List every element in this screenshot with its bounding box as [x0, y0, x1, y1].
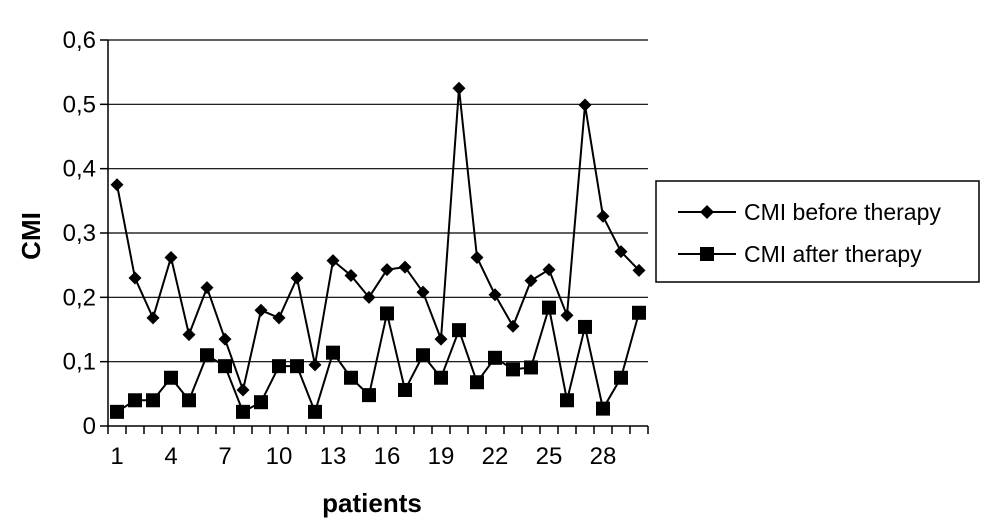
x-tick-label: 16 — [374, 443, 401, 470]
legend-entry-after: CMI after therapy — [678, 241, 922, 267]
data-point-before-therapy — [452, 81, 466, 95]
y-tick-label: 0,5 — [63, 91, 96, 118]
x-axis-title: patients — [322, 488, 422, 518]
data-point-before-therapy — [218, 332, 232, 346]
x-tick-label: 1 — [110, 443, 123, 470]
x-tick-label: 25 — [536, 443, 563, 470]
axes — [100, 39, 649, 434]
series-line-before-therapy — [116, 88, 640, 394]
data-point-after-therapy — [362, 388, 376, 403]
data-point-after-therapy — [326, 345, 340, 360]
data-point-after-therapy — [524, 360, 538, 375]
data-point-after-therapy — [398, 382, 412, 397]
data-point-before-therapy — [614, 245, 628, 259]
x-tick-label: 13 — [320, 443, 347, 470]
data-point-after-therapy — [452, 323, 466, 338]
legend-square-marker — [700, 247, 714, 261]
data-point-before-therapy — [344, 268, 358, 282]
x-tick-label: 10 — [266, 443, 293, 470]
data-point-before-therapy — [542, 263, 556, 277]
data-point-before-therapy — [128, 271, 142, 285]
data-point-before-therapy — [254, 303, 268, 317]
data-point-after-therapy — [128, 393, 142, 408]
data-point-before-therapy — [110, 178, 124, 192]
legend-diamond-marker — [700, 205, 714, 219]
y-tick-label: 0,1 — [63, 349, 96, 376]
data-point-after-therapy — [110, 404, 124, 419]
x-tick-labels: 1 4 7 10 13 16 19 22 25 28 — [110, 443, 616, 470]
legend: CMI before therapy CMI after therapy — [655, 180, 980, 283]
data-point-before-therapy — [578, 98, 592, 112]
data-point-before-therapy — [164, 250, 178, 264]
data-point-before-therapy — [380, 263, 394, 277]
data-point-after-therapy — [308, 404, 322, 419]
legend-box — [655, 180, 980, 283]
x-tick-label: 28 — [590, 443, 617, 470]
data-point-after-therapy — [200, 348, 214, 363]
data-point-after-therapy — [596, 401, 610, 416]
data-point-before-therapy — [182, 328, 196, 342]
data-point-before-therapy — [308, 358, 322, 372]
series-lines — [110, 81, 646, 419]
data-point-before-therapy — [398, 260, 412, 274]
gridlines — [108, 39, 648, 363]
data-point-after-therapy — [632, 305, 646, 320]
data-point-after-therapy — [506, 362, 520, 377]
data-point-after-therapy — [470, 375, 484, 390]
data-point-after-therapy — [182, 393, 196, 408]
data-point-after-therapy — [290, 359, 304, 374]
data-point-before-therapy — [146, 311, 160, 325]
data-point-before-therapy — [560, 308, 574, 322]
data-point-before-therapy — [416, 285, 430, 299]
data-point-after-therapy — [146, 393, 160, 408]
data-point-after-therapy — [542, 300, 556, 315]
data-point-after-therapy — [434, 370, 448, 385]
y-tick-label: 0,6 — [63, 27, 96, 54]
x-tick-label: 19 — [428, 443, 455, 470]
x-tick-label: 4 — [164, 443, 177, 470]
data-point-before-therapy — [326, 254, 340, 268]
y-tick-labels: 0 0,1 0,2 0,3 0,4 0,5 0,6 — [63, 27, 96, 440]
y-tick-label: 0,4 — [63, 156, 96, 183]
data-point-after-therapy — [560, 393, 574, 408]
data-point-before-therapy — [488, 288, 502, 302]
data-point-after-therapy — [488, 350, 502, 365]
data-point-after-therapy — [164, 370, 178, 385]
data-point-after-therapy — [236, 404, 250, 419]
y-tick-label: 0,3 — [63, 220, 96, 247]
series-line-after-therapy — [116, 307, 640, 415]
legend-label-after: CMI after therapy — [744, 241, 922, 267]
data-point-before-therapy — [236, 383, 250, 397]
data-point-after-therapy — [578, 319, 592, 334]
x-tick-label: 7 — [218, 443, 231, 470]
data-point-before-therapy — [362, 290, 376, 304]
data-point-before-therapy — [470, 250, 484, 264]
data-point-before-therapy — [290, 271, 304, 285]
y-axis-title: CMI — [16, 212, 46, 260]
data-point-before-therapy — [434, 332, 448, 346]
data-point-after-therapy — [380, 306, 394, 321]
data-point-before-therapy — [632, 263, 646, 277]
data-point-after-therapy — [272, 359, 286, 374]
x-tick-label: 22 — [482, 443, 509, 470]
data-point-after-therapy — [218, 359, 232, 374]
legend-label-before: CMI before therapy — [744, 199, 941, 225]
y-tick-label: 0,2 — [63, 284, 96, 311]
data-point-after-therapy — [254, 395, 268, 410]
data-point-before-therapy — [272, 311, 286, 325]
data-point-after-therapy — [344, 370, 358, 385]
data-point-after-therapy — [416, 348, 430, 363]
data-point-after-therapy — [614, 370, 628, 385]
data-point-before-therapy — [596, 209, 610, 223]
data-point-before-therapy — [524, 274, 538, 288]
data-point-before-therapy — [506, 319, 520, 333]
y-tick-label: 0 — [83, 413, 96, 440]
data-point-before-therapy — [200, 281, 214, 295]
legend-entry-before: CMI before therapy — [678, 199, 941, 225]
